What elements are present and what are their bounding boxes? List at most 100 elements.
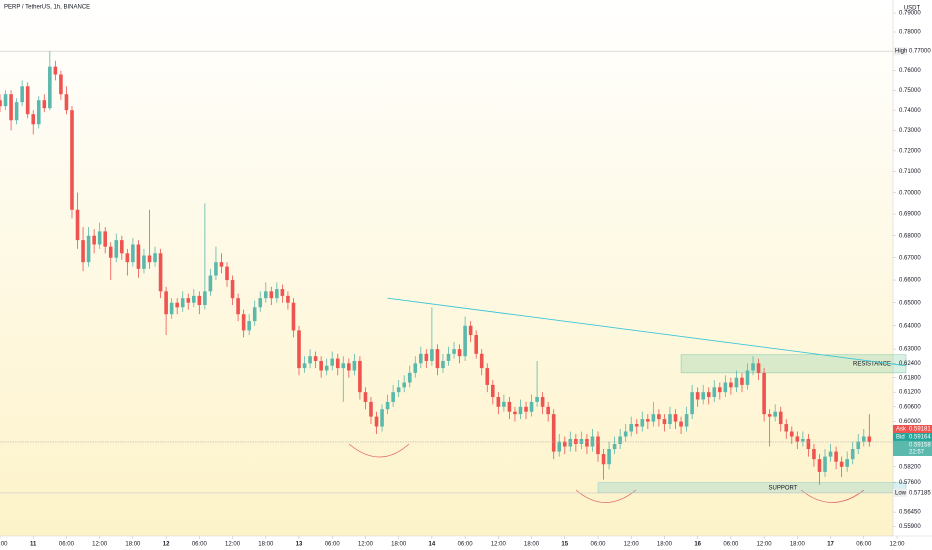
candle-body (551, 414, 556, 452)
x-tick-label: 12:00 (225, 542, 241, 548)
candle-body (42, 100, 47, 109)
candle-body (734, 377, 739, 388)
candle-body (574, 438, 578, 445)
candle-body (867, 436, 872, 442)
candle-body (347, 363, 351, 371)
y-tick-label: 0.64000 (899, 323, 921, 329)
y-tick-label: 0.74000 (899, 108, 921, 114)
x-tick-label: 06:00 (59, 542, 75, 548)
x-tick-label: 16 (694, 542, 701, 548)
x-tick-label: 06:00 (192, 542, 208, 548)
candle-body (524, 406, 528, 412)
candle-body (828, 451, 833, 457)
candle-body (518, 406, 523, 415)
x-tick-label: 12:00 (92, 542, 108, 548)
y-tick-label: 0.62400 (899, 361, 921, 367)
x-tick-label: 18:00 (0, 542, 8, 548)
candle-body (81, 240, 85, 263)
candle-body (186, 298, 191, 303)
candle-body (120, 240, 124, 254)
x-tick-label: 13 (296, 542, 303, 548)
y-tick-label: 0.58200 (899, 464, 921, 470)
candle-body (175, 302, 179, 308)
candle-body (695, 392, 700, 400)
candle-body (108, 246, 113, 258)
candle-body (468, 325, 473, 336)
candle-body (535, 397, 539, 402)
candle-body (313, 356, 318, 361)
candle-body (740, 377, 744, 385)
x-tick-label: 15 (561, 542, 568, 548)
last-box (893, 440, 932, 456)
candle-body (601, 454, 606, 465)
x-tick-label: 17 (827, 542, 834, 548)
support-zone (597, 482, 907, 494)
candle-body (801, 438, 805, 442)
candle-body (773, 411, 777, 417)
candle-body (668, 414, 672, 425)
candle-body (263, 291, 268, 299)
candle-body (291, 302, 296, 331)
candle-body (48, 66, 52, 109)
candle-body (579, 438, 584, 445)
candle-body (258, 298, 263, 308)
pattern-arc (348, 443, 410, 458)
candle-body (236, 298, 240, 315)
y-tick-label: 0.65000 (899, 300, 921, 306)
candle-body (391, 392, 395, 402)
x-tick-label: 12:00 (757, 542, 773, 548)
countdown: 22:57 (909, 450, 925, 456)
candle-body (369, 401, 373, 417)
candle-body (684, 414, 689, 427)
candle-body (169, 302, 174, 315)
time-axis (0, 536, 932, 550)
candle-body (75, 209, 80, 241)
candle-body (562, 441, 567, 447)
candle-body (252, 307, 257, 322)
candle-body (319, 360, 323, 371)
candle-body (634, 424, 639, 427)
candle-body (380, 409, 384, 427)
pattern-arc (575, 489, 637, 503)
low-tag (893, 488, 907, 497)
candle-body (729, 382, 733, 388)
candle-body (502, 401, 506, 407)
x-tick-label: 12 (163, 542, 170, 548)
candle-body (651, 414, 656, 422)
candle-body (457, 349, 462, 357)
y-tick-label: 0.61800 (899, 375, 921, 381)
candle-body (358, 360, 362, 393)
candle-body (424, 353, 429, 361)
candle-body (153, 253, 157, 263)
candle-body (657, 414, 661, 420)
candle-body (490, 384, 495, 398)
y-tick-label: 0.55900 (899, 524, 921, 530)
bid-value: 0.59164 (909, 435, 931, 441)
x-tick-label: 06:00 (856, 542, 872, 548)
candle-body (585, 438, 589, 447)
candle-body (596, 436, 600, 455)
support-label: SUPPORT (769, 485, 798, 491)
candle-body (706, 392, 711, 398)
x-tick-label: 11 (30, 542, 37, 548)
plot-background (0, 0, 893, 536)
candle-body (31, 114, 36, 125)
candle-body (92, 235, 96, 245)
y-tick-label: 0.60600 (899, 404, 921, 410)
y-tick-label: 0.57600 (899, 480, 921, 486)
candle-body (142, 255, 146, 269)
candle-body (812, 449, 816, 460)
candle-body (751, 363, 755, 371)
candle-body (280, 289, 285, 296)
candle-body (712, 387, 717, 398)
candle-body (131, 244, 135, 263)
candle-body (407, 372, 412, 383)
x-tick-label: 18:00 (524, 542, 540, 548)
currency: USDT (904, 6, 921, 12)
chart-title: PERP / TetherUS, 1h, BINANCE (4, 5, 90, 11)
candle-body (219, 262, 224, 267)
candle-body (402, 382, 407, 388)
candle-body (197, 295, 202, 306)
candle-body (557, 441, 562, 452)
